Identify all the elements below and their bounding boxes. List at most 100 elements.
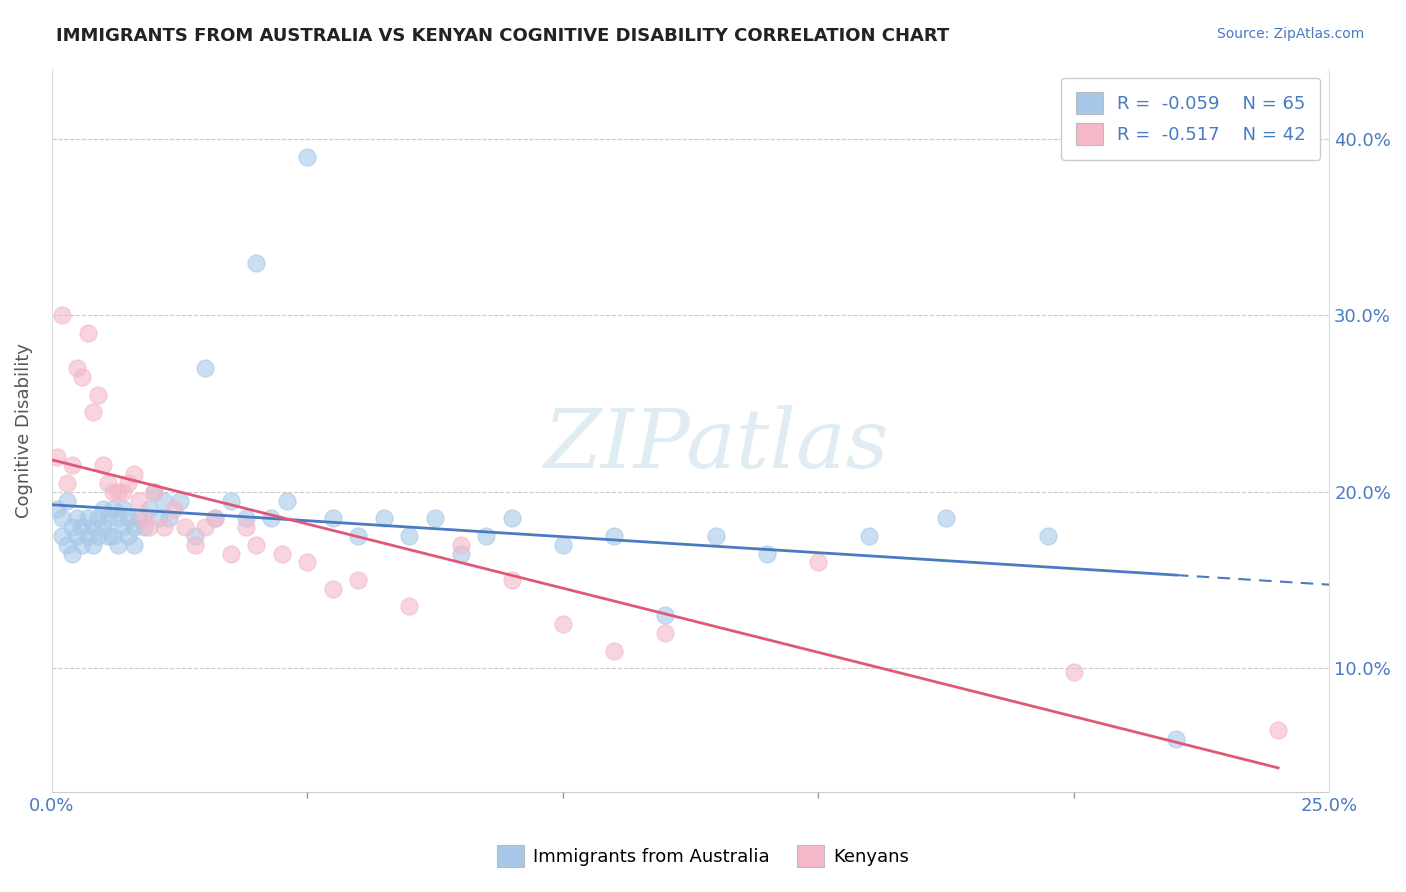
- Point: [122, 520, 145, 534]
- Point: [450, 547, 472, 561]
- Point: [322, 582, 344, 596]
- Point: [97, 511, 120, 525]
- Point: [56, 493, 79, 508]
- Point: [475, 529, 498, 543]
- Point: [72, 520, 94, 534]
- Point: [450, 538, 472, 552]
- Point: [56, 476, 79, 491]
- Point: [72, 538, 94, 552]
- Point: [45, 450, 67, 464]
- Point: [398, 529, 420, 543]
- Point: [173, 520, 195, 534]
- Point: [807, 555, 830, 569]
- Point: [66, 511, 89, 525]
- Point: [101, 502, 124, 516]
- Point: [194, 361, 217, 376]
- Point: [97, 476, 120, 491]
- Point: [60, 547, 83, 561]
- Point: [235, 520, 257, 534]
- Point: [56, 538, 79, 552]
- Point: [107, 538, 129, 552]
- Point: [153, 493, 176, 508]
- Point: [1038, 529, 1060, 543]
- Point: [76, 511, 98, 525]
- Point: [51, 309, 73, 323]
- Point: [603, 529, 626, 543]
- Point: [153, 520, 176, 534]
- Point: [101, 529, 124, 543]
- Point: [194, 520, 217, 534]
- Point: [501, 573, 523, 587]
- Point: [347, 573, 370, 587]
- Point: [91, 520, 114, 534]
- Point: [935, 511, 957, 525]
- Point: [87, 388, 110, 402]
- Point: [501, 511, 523, 525]
- Point: [122, 467, 145, 482]
- Point: [219, 547, 242, 561]
- Point: [603, 643, 626, 657]
- Point: [128, 511, 150, 525]
- Point: [45, 502, 67, 516]
- Point: [276, 493, 298, 508]
- Point: [82, 538, 104, 552]
- Y-axis label: Cognitive Disability: Cognitive Disability: [15, 343, 32, 517]
- Legend: R =  -0.059    N = 65, R =  -0.517    N = 42: R = -0.059 N = 65, R = -0.517 N = 42: [1062, 78, 1320, 160]
- Point: [756, 547, 779, 561]
- Point: [551, 617, 574, 632]
- Point: [82, 520, 104, 534]
- Point: [373, 511, 395, 525]
- Point: [184, 538, 207, 552]
- Text: IMMIGRANTS FROM AUSTRALIA VS KENYAN COGNITIVE DISABILITY CORRELATION CHART: IMMIGRANTS FROM AUSTRALIA VS KENYAN COGN…: [56, 27, 949, 45]
- Text: Source: ZipAtlas.com: Source: ZipAtlas.com: [1216, 27, 1364, 41]
- Point: [51, 529, 73, 543]
- Point: [87, 511, 110, 525]
- Point: [76, 326, 98, 340]
- Point: [204, 511, 226, 525]
- Point: [704, 529, 727, 543]
- Point: [245, 538, 267, 552]
- Point: [245, 255, 267, 269]
- Point: [72, 370, 94, 384]
- Point: [138, 520, 160, 534]
- Point: [66, 361, 89, 376]
- Point: [1164, 731, 1187, 746]
- Point: [138, 502, 160, 516]
- Point: [117, 476, 139, 491]
- Point: [858, 529, 880, 543]
- Point: [66, 529, 89, 543]
- Point: [82, 405, 104, 419]
- Point: [101, 484, 124, 499]
- Point: [112, 484, 135, 499]
- Point: [235, 511, 257, 525]
- Point: [148, 511, 170, 525]
- Point: [107, 511, 129, 525]
- Point: [157, 511, 180, 525]
- Point: [169, 493, 191, 508]
- Point: [112, 520, 135, 534]
- Point: [128, 493, 150, 508]
- Point: [1063, 665, 1085, 679]
- Point: [270, 547, 292, 561]
- Point: [142, 484, 165, 499]
- Point: [91, 458, 114, 473]
- Point: [423, 511, 446, 525]
- Point: [87, 529, 110, 543]
- Text: ZIPatlas: ZIPatlas: [543, 405, 889, 484]
- Point: [297, 150, 319, 164]
- Point: [76, 529, 98, 543]
- Point: [654, 626, 676, 640]
- Point: [117, 511, 139, 525]
- Point: [163, 502, 186, 516]
- Point: [347, 529, 370, 543]
- Point: [184, 529, 207, 543]
- Point: [91, 502, 114, 516]
- Point: [112, 502, 135, 516]
- Point: [398, 599, 420, 614]
- Point: [1267, 723, 1289, 737]
- Point: [97, 529, 120, 543]
- Point: [142, 484, 165, 499]
- Point: [51, 511, 73, 525]
- Point: [122, 538, 145, 552]
- Point: [219, 493, 242, 508]
